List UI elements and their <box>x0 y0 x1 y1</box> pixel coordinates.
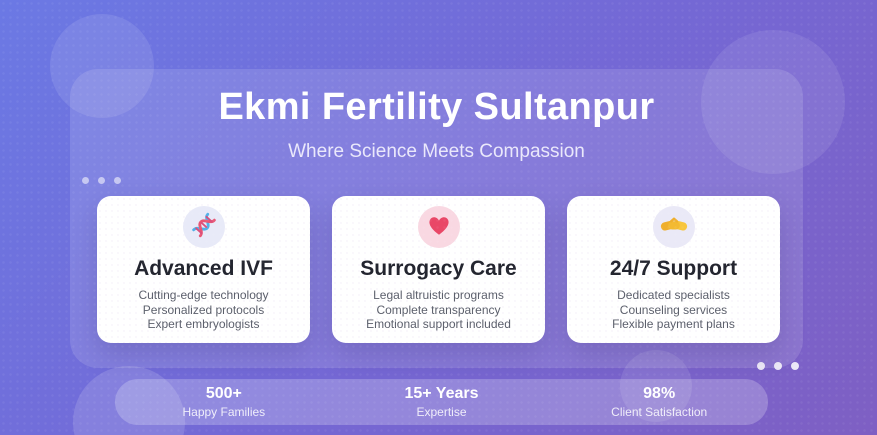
dot-icon <box>791 362 799 370</box>
feature-item: Flexible payment plans <box>612 317 735 331</box>
dot-icon <box>98 177 105 184</box>
dot-icon <box>82 177 89 184</box>
card-advanced-ivf: Advanced IVF Cutting-edge technology Per… <box>97 196 310 343</box>
stat-label: Happy Families <box>182 405 266 419</box>
card-247-support: 24/7 Support Dedicated specialists Couns… <box>567 196 780 343</box>
feature-item: Personalized protocols <box>142 302 265 317</box>
stat-value: 98% <box>643 385 676 402</box>
page-subtitle: Where Science Meets Compassion <box>288 141 585 162</box>
stat-label: Client Satisfaction <box>611 405 708 419</box>
card-surrogacy-care: Surrogacy Care Legal altruistic programs… <box>332 196 545 343</box>
decorative-dots-bottom-right <box>757 362 799 370</box>
dot-icon <box>757 362 765 370</box>
card-title: Advanced IVF <box>134 257 273 280</box>
stat-years-expertise: 15+ Years Expertise <box>333 379 551 425</box>
feature-item: Dedicated specialists <box>617 288 730 302</box>
stat-label: Expertise <box>416 405 467 419</box>
icon-circle <box>652 206 695 248</box>
decorative-dots-top-left <box>82 177 121 184</box>
handshake-icon <box>660 214 688 241</box>
stat-happy-families: 500+ Happy Families <box>115 379 333 425</box>
card-features: Cutting-edge technology Personalized pro… <box>109 288 298 332</box>
dot-icon <box>114 177 121 184</box>
card-title: Surrogacy Care <box>360 257 517 280</box>
feature-cards: Advanced IVF Cutting-edge technology Per… <box>97 196 780 343</box>
feature-item: Counseling services <box>619 302 728 317</box>
card-features: Dedicated specialists Counseling service… <box>579 288 768 332</box>
dot-icon <box>774 362 782 370</box>
stat-client-satisfaction: 98% Client Satisfaction <box>550 379 768 425</box>
stat-value: 15+ Years <box>404 385 479 402</box>
icon-circle <box>182 206 225 248</box>
stats-bar: 500+ Happy Families 15+ Years Expertise … <box>115 379 768 425</box>
heart-icon <box>427 214 451 241</box>
card-title: 24/7 Support <box>609 257 738 280</box>
feature-item: Legal altruistic programs <box>373 288 504 302</box>
page-title: Ekmi Fertility Sultanpur <box>218 86 655 128</box>
card-features: Legal altruistic programs Complete trans… <box>344 288 533 332</box>
feature-item: Cutting-edge technology <box>138 288 269 302</box>
stat-value: 500+ <box>205 385 242 402</box>
feature-item: Complete transparency <box>376 302 501 317</box>
icon-circle <box>417 206 460 248</box>
feature-item: Expert embryologists <box>147 317 260 331</box>
feature-item: Emotional support included <box>366 317 511 331</box>
dna-icon <box>191 212 217 243</box>
